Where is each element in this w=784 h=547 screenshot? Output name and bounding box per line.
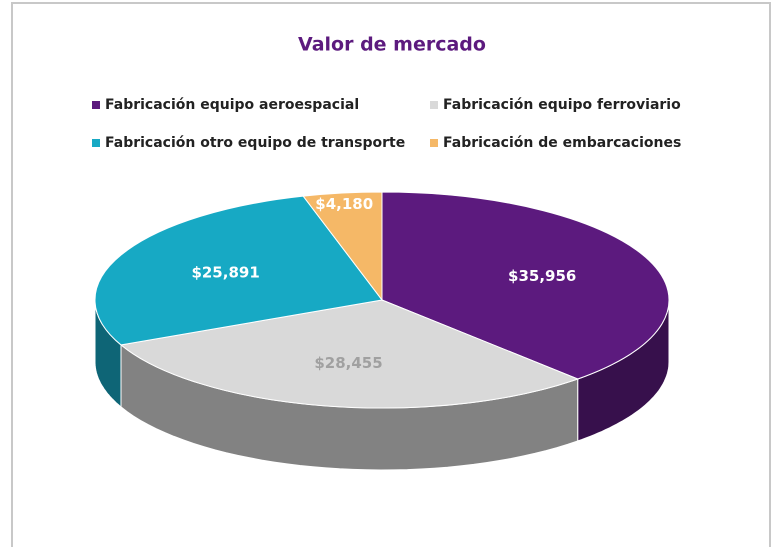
- legend-marker: [92, 101, 100, 109]
- legend-label: Fabricación de embarcaciones: [443, 135, 681, 151]
- legend-marker: [430, 101, 438, 109]
- slice: [94, 195, 383, 346]
- data-label: $28,455: [314, 354, 382, 372]
- legend-marker: [92, 139, 100, 147]
- slice: [381, 191, 670, 380]
- pie-tops: [94, 191, 670, 409]
- legend-label: Fabricación equipo ferroviario: [443, 97, 681, 113]
- slice: [302, 191, 383, 302]
- chart-title: Valor de mercado: [298, 34, 486, 56]
- data-label: $25,891: [191, 263, 259, 281]
- legend-label: Fabricación equipo aeroespacial: [105, 97, 359, 113]
- slice: [119, 299, 580, 409]
- legend: Fabricación equipo aeroespacial Fabricaci…: [92, 97, 681, 151]
- data-label: $35,956: [508, 267, 576, 285]
- legend-marker: [430, 139, 438, 147]
- legend-label: Fabricación otro equipo de transporte: [105, 135, 405, 151]
- data-label: $4,180: [315, 195, 373, 213]
- data-labels: $35,956 $28,455 $25,891 $4,180: [191, 195, 576, 372]
